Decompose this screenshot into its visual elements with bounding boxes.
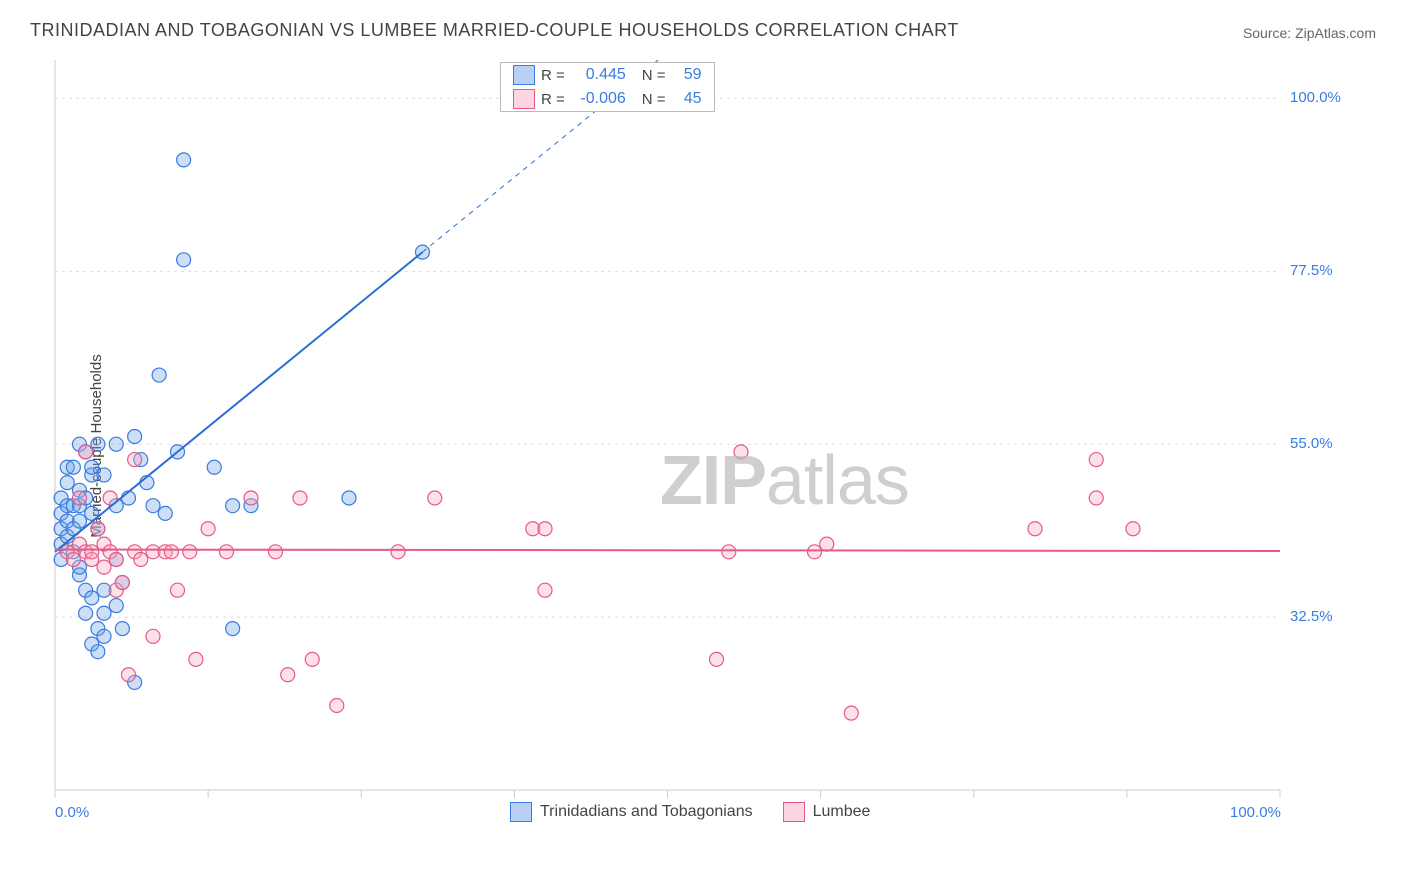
legend-label: Lumbee (813, 803, 871, 821)
legend-swatch (783, 802, 805, 822)
legend-label: Trinidadians and Tobagonians (540, 803, 753, 821)
stats-legend-row: R = -0.006 N = 45 (501, 87, 714, 111)
series-legend: Trinidadians and Tobagonians Lumbee (510, 802, 870, 822)
r-value: 0.445 (571, 66, 626, 84)
correlation-stats-legend: R = 0.445 N = 59 R = -0.006 N = 45 (500, 62, 715, 112)
chart-title: TRINIDADIAN AND TOBAGONIAN VS LUMBEE MAR… (30, 20, 959, 41)
stats-legend-row: R = 0.445 N = 59 (501, 63, 714, 87)
x-tick-label: 0.0% (55, 804, 89, 821)
plot-container: ZIPatlas R =0.445N =59R =-0.006N =45 Tri… (50, 60, 1350, 830)
n-value: 59 (672, 66, 702, 84)
legend-item: Lumbee (783, 802, 871, 822)
r-value: -0.006 (571, 90, 626, 108)
y-tick-label: 55.0% (1290, 435, 1333, 452)
x-tick-label: 100.0% (1230, 804, 1281, 821)
n-label: N = (642, 67, 666, 84)
y-tick-label: 77.5% (1290, 262, 1333, 279)
y-tick-label: 100.0% (1290, 89, 1341, 106)
legend-swatch (510, 802, 532, 822)
legend-item: Trinidadians and Tobagonians (510, 802, 753, 822)
y-tick-label: 32.5% (1290, 608, 1333, 625)
legend-swatch (513, 65, 535, 85)
source-attribution: Source: ZipAtlas.com (1243, 25, 1376, 41)
r-label: R = (541, 67, 565, 84)
legend-swatch (513, 89, 535, 109)
n-value: 45 (672, 90, 702, 108)
scatter-plot (50, 60, 1350, 830)
n-label: N = (642, 91, 666, 108)
r-label: R = (541, 91, 565, 108)
